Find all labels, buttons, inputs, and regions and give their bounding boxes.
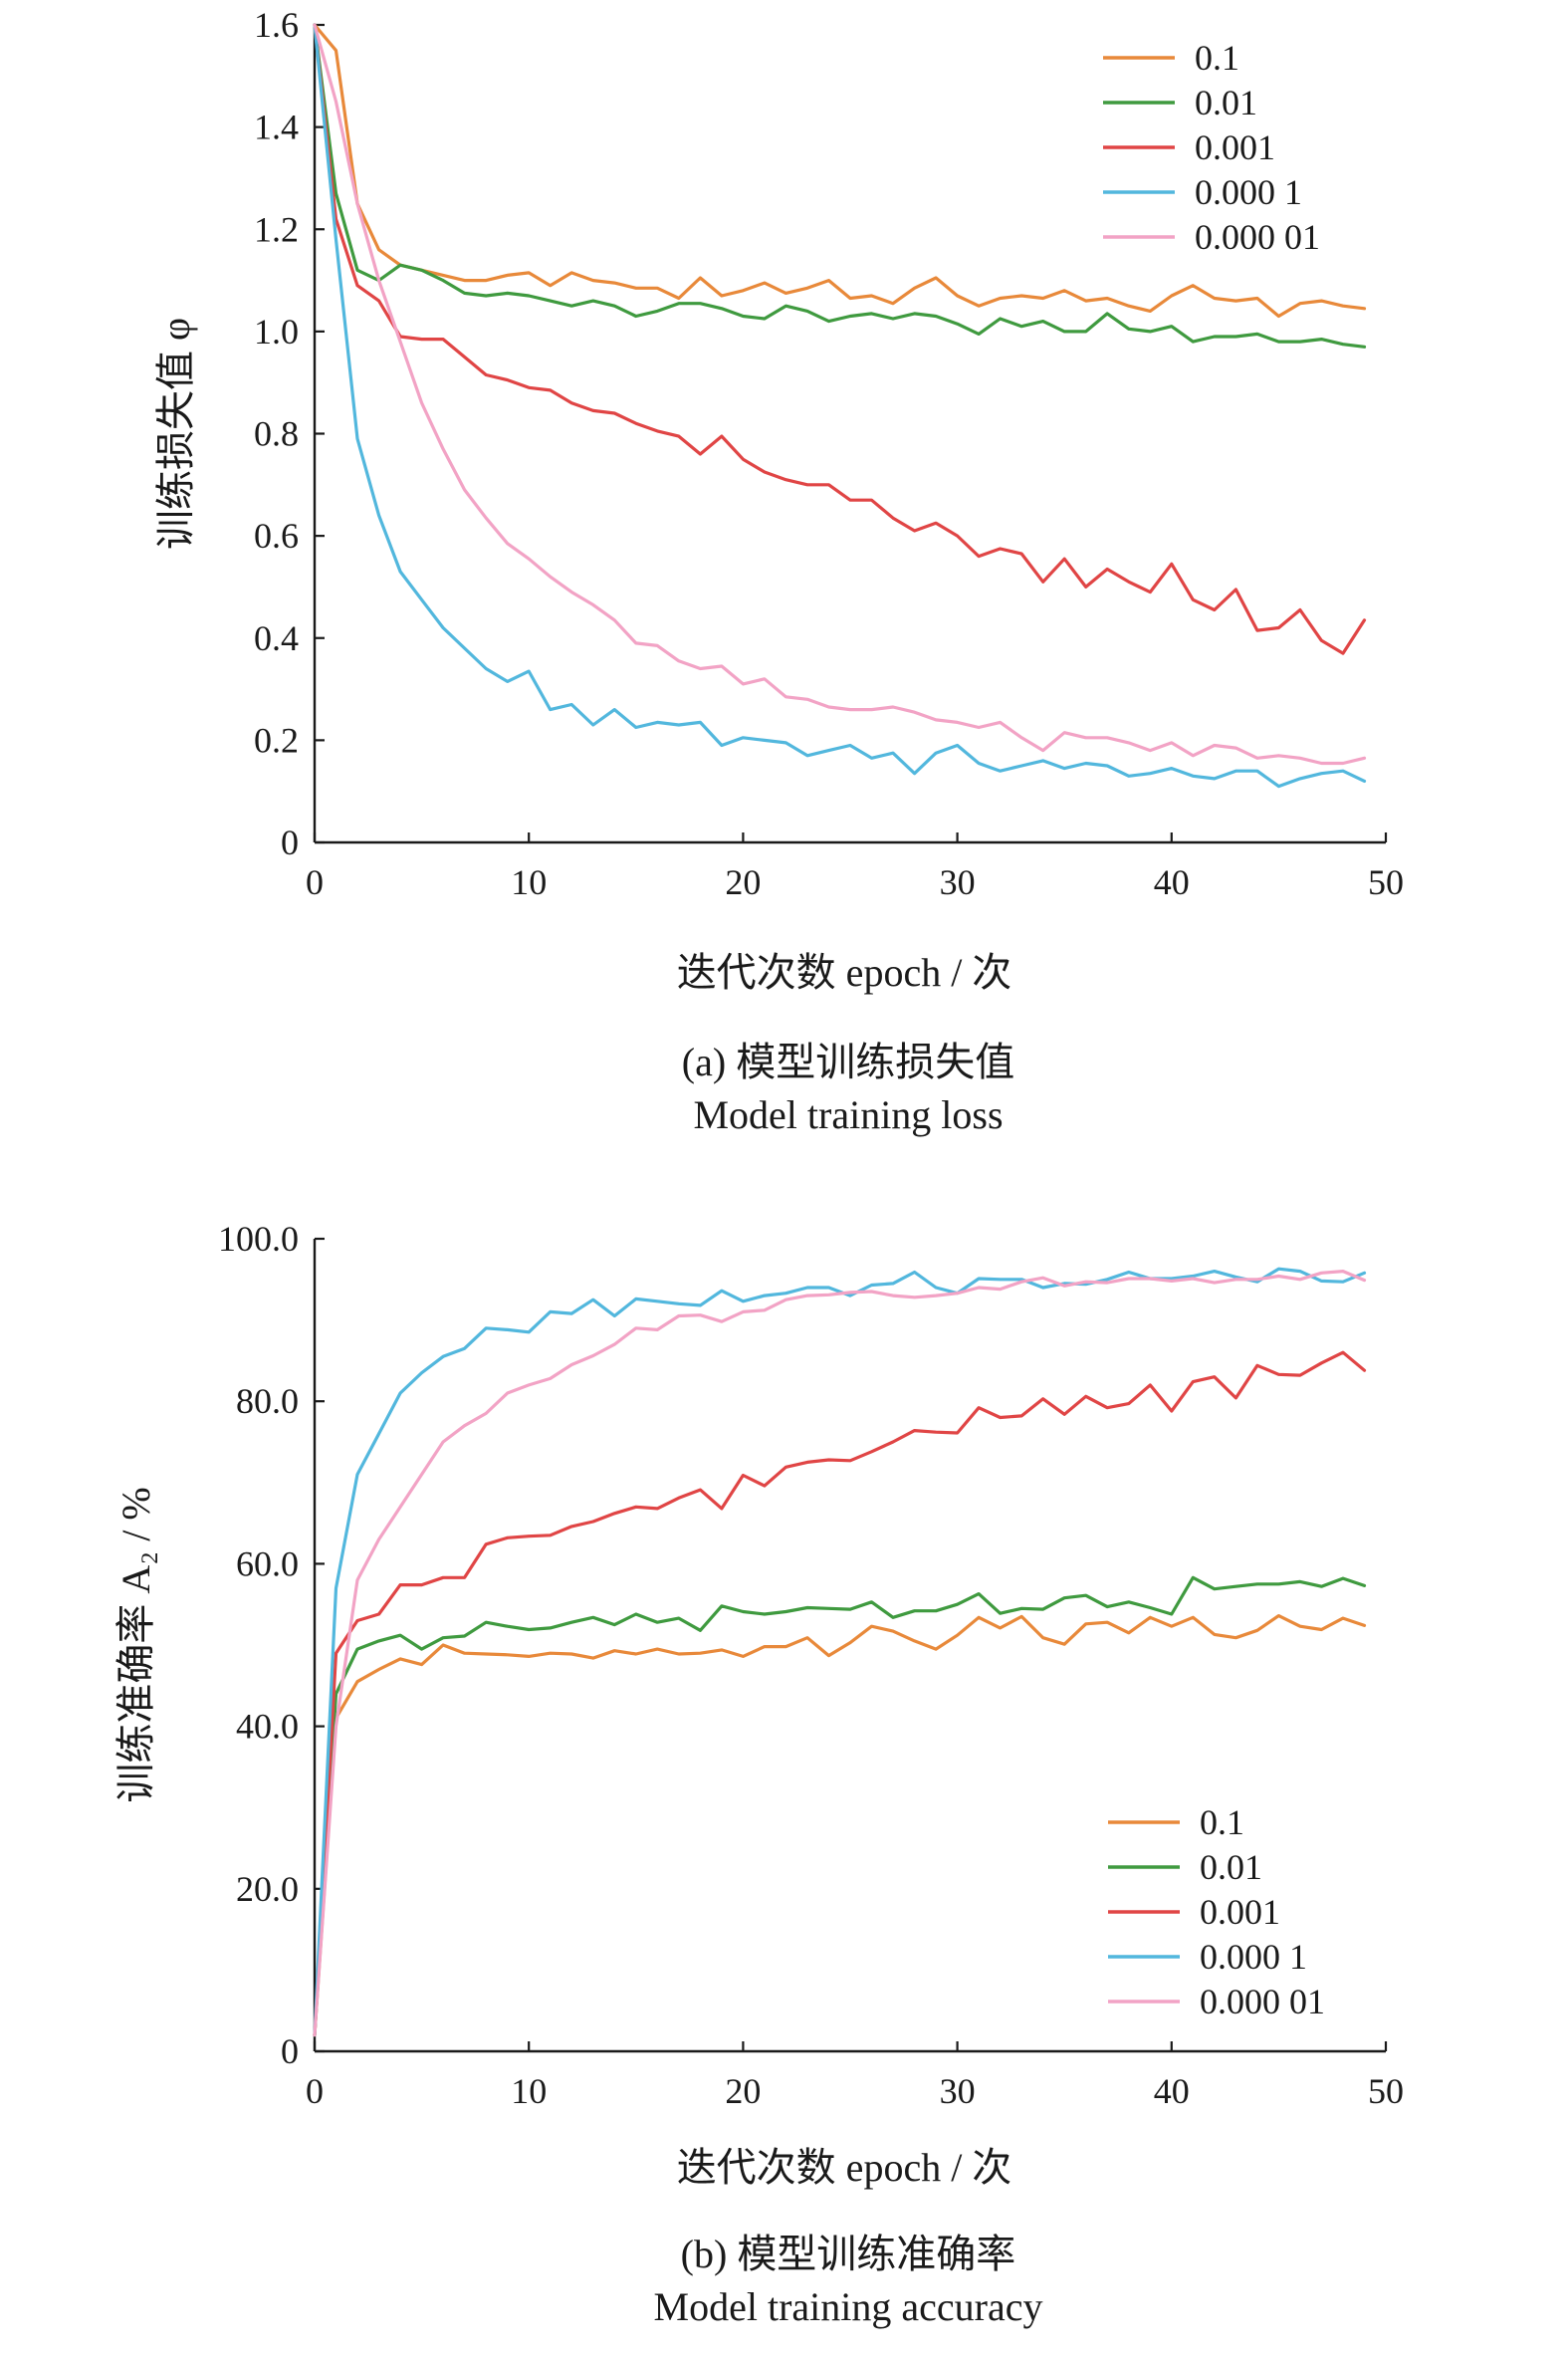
x-tick-label: 10 xyxy=(511,2071,547,2111)
series-line-3 xyxy=(313,23,1367,789)
x-tick-label: 30 xyxy=(940,862,976,902)
legend-entry: 0.1 xyxy=(1195,38,1239,78)
x-tick-label: 0 xyxy=(306,2071,324,2111)
y-axis-title: 训练损失值 φ xyxy=(153,318,198,550)
series-line-4 xyxy=(313,1270,1367,2037)
legend-entry: 0.000 1 xyxy=(1195,172,1302,212)
y-axis-title: 训练准确率 A₂ / % xyxy=(113,1487,158,1802)
series-line-2 xyxy=(313,1350,1367,2037)
series-line-0 xyxy=(313,1614,1367,2037)
y-tick-label: 80.0 xyxy=(236,1381,299,1421)
legend-entry: 0.1 xyxy=(1200,1802,1244,1842)
x-axis-title: 迭代次数 epoch / 次 xyxy=(677,950,1012,995)
x-tick-label: 40 xyxy=(1154,2071,1190,2111)
legend-entry: 0.000 01 xyxy=(1200,1982,1325,2021)
x-axis-title: 迭代次数 epoch / 次 xyxy=(677,2145,1012,2190)
figure-caption-cn: (a) 模型训练损失值 xyxy=(682,1040,1014,1084)
y-tick-label: 0 xyxy=(281,823,299,862)
legend-entry: 0.01 xyxy=(1200,1847,1262,1887)
legend-entry: 0.001 xyxy=(1200,1892,1280,1932)
x-tick-label: 40 xyxy=(1154,862,1190,902)
series-line-3 xyxy=(313,1267,1367,2037)
y-tick-label: 20.0 xyxy=(236,1869,299,1909)
y-tick-label: 0.2 xyxy=(254,720,299,760)
loss-chart: 0 0.2 0.4 0.6 0.8 1.0 1.2 1.4 1.6 0 10 20 30 40 50 0.1 0… xyxy=(153,5,1404,1137)
y-tick-label: 60.0 xyxy=(236,1543,299,1583)
y-tick-label: 1.4 xyxy=(254,108,299,147)
x-tick-label: 50 xyxy=(1368,2071,1404,2111)
series-line-4 xyxy=(313,23,1367,766)
y-tick-label: 0.8 xyxy=(254,414,299,454)
legend-entry: 0.01 xyxy=(1195,83,1257,122)
x-tick-label: 20 xyxy=(725,2071,761,2111)
x-tick-label: 20 xyxy=(725,862,761,902)
series-line-2 xyxy=(313,23,1367,655)
series-line-1 xyxy=(313,23,1367,349)
y-tick-label: 0.6 xyxy=(254,516,299,556)
y-tick-label: 1.2 xyxy=(254,209,299,249)
y-tick-label: 1.0 xyxy=(254,312,299,352)
series-line-0 xyxy=(313,23,1367,319)
series-line-1 xyxy=(313,1575,1367,2037)
legend-entry: 0.001 xyxy=(1195,127,1275,167)
y-tick-label: 1.6 xyxy=(254,5,299,45)
x-tick-label: 10 xyxy=(511,862,547,902)
x-tick-label: 0 xyxy=(306,862,324,902)
x-tick-label: 30 xyxy=(940,2071,976,2111)
legend-entry: 0.000 01 xyxy=(1195,217,1320,257)
figure-caption-en: Model training loss xyxy=(693,1092,1003,1137)
y-tick-label: 100.0 xyxy=(218,1219,299,1259)
y-tick-label: 0.4 xyxy=(254,618,299,658)
figure-caption-en: Model training accuracy xyxy=(654,2284,1043,2329)
figure-caption-cn: (b) 模型训练准确率 xyxy=(681,2232,1016,2276)
y-tick-label: 40.0 xyxy=(236,1707,299,1747)
y-tick-label: 0 xyxy=(281,2031,299,2071)
legend-entry: 0.000 1 xyxy=(1200,1937,1307,1977)
x-tick-label: 50 xyxy=(1368,862,1404,902)
